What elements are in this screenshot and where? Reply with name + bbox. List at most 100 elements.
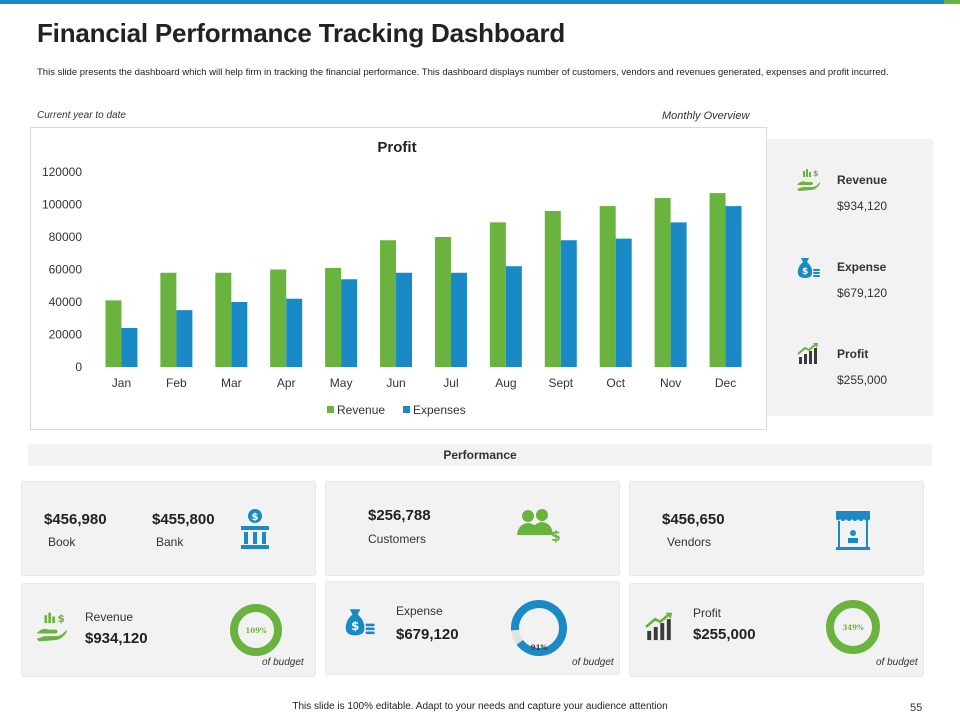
footer-note: This slide is 100% editable. Adapt to yo… [292,701,668,712]
bar-expenses-jul [450,272,467,367]
svg-text:$: $ [252,512,259,523]
summary-revenue-value: $934,120 [837,199,888,213]
x-tick-label: Jan [112,376,131,390]
summary-expense-value: $679,120 [837,286,888,300]
summary-profit-value: $255,000 [837,373,888,387]
gauge-percent-label: 109% [245,626,267,635]
bar-expenses-nov [670,222,687,367]
profit-of-budget: of budget [876,657,918,668]
x-tick-label: Sept [548,376,573,390]
summary-expense-name: Expense [837,260,887,274]
summary-profit-name: Profit [837,347,869,361]
bar-revenue-sept [544,211,561,367]
page-subtitle: This slide presents the dashboard which … [37,67,889,78]
bar-expenses-feb [176,310,193,367]
vendors-card: $456,650 Vendors [629,481,924,576]
profit-budget-card: Profit $255,000 349% of budget [629,583,924,677]
legend-label-expenses: Expenses [413,403,466,417]
customers-icon: $ [517,509,561,543]
profit-budget-label: Profit [693,606,722,620]
bar-revenue-mar [215,272,232,367]
summary-panel: $ Revenue $934,120 $ Expense $679,120 Pr… [767,139,933,416]
bar-revenue-jul [434,237,451,367]
bar-expenses-may [341,279,358,367]
svg-text:$: $ [551,529,561,543]
bar-revenue-aug [489,222,506,367]
revenue-budget-card: $ Revenue $934,120 109% of budget [21,583,316,677]
y-tick-label: 100000 [42,198,82,212]
gauge-percent-label: 91% [531,643,548,652]
revenue-budget-label: Revenue [85,610,134,624]
summary-revenue: $ Revenue $934,120 [767,167,933,227]
bar-expenses-aug [505,266,522,367]
profit-budget-value: $255,000 [693,626,756,643]
customers-card: $256,788 Customers $ [325,481,620,576]
book-label: Book [48,535,76,549]
x-tick-label: Jun [386,376,405,390]
legend-swatch-revenue [327,406,334,413]
y-tick-label: 120000 [42,165,82,179]
profit-chart: Profit 0 20000 40000 60000 80000 100000 120000 J… [30,127,767,430]
bar-expenses-apr [286,298,303,367]
profit-gauge: 349% [826,600,880,654]
gauge-fill [230,604,282,656]
legend-label-revenue: Revenue [337,403,385,417]
profit-chart-svg: Profit 0 20000 40000 60000 80000 100000 120000 J… [42,139,742,417]
bar-expenses-jun [396,272,413,367]
y-tick-label: 80000 [49,230,83,244]
expense-budget-value: $679,120 [396,626,459,643]
top-accent-bar [0,0,944,4]
bank-label: Bank [156,535,184,549]
customers-value: $256,788 [368,507,431,524]
money-bag-icon: $ [797,258,820,278]
summary-revenue-name: Revenue [837,173,888,187]
svg-text:$: $ [802,267,808,277]
bar-expenses-oct [615,238,632,367]
x-tick-label: Feb [166,376,187,390]
bar-revenue-may [325,267,342,367]
bar-expenses-jan [121,328,138,367]
vendors-value: $456,650 [662,511,725,528]
bar-revenue-dec [709,193,726,367]
hand-money-icon: $ [36,612,67,642]
revenue-gauge: 109% [230,604,282,656]
summary-expense: $ Expense $679,120 [767,254,933,314]
revenue-of-budget: of budget [262,657,304,668]
x-tick-label: Jul [443,376,458,390]
money-bag-icon: $ [345,609,375,636]
bar-expenses-sept [560,240,577,367]
x-tick-label: Apr [277,376,296,390]
svg-text:$: $ [58,613,65,625]
expense-of-budget: of budget [572,657,614,668]
bar-revenue-feb [160,272,177,367]
y-tick-label: 0 [75,360,82,374]
vendors-label: Vendors [667,535,712,549]
x-tick-label: Nov [660,376,681,390]
vendor-stall-icon [836,511,870,550]
ytd-label: Current year to date [37,110,126,121]
gauge-fill [826,600,880,654]
legend-swatch-expenses [403,406,410,413]
page-title: Financial Performance Tracking Dashboard [37,18,566,48]
book-bank-card: $456,980 Book $455,800 Bank $ [21,481,316,576]
bar-revenue-nov [654,198,671,367]
x-tick-label: Mar [221,376,242,390]
hand-money-icon: $ [797,169,820,191]
gauge-percent-label: 349% [842,623,864,632]
x-tick-label: Oct [606,376,625,390]
bank-icon: $ [241,509,269,549]
monthly-overview-label: Monthly Overview [662,110,750,122]
bar-revenue-oct [599,206,616,367]
chart-title: Profit [377,139,416,156]
x-tick-label: Dec [715,376,736,390]
expense-budget-card: $ Expense $679,120 91% of budget [325,581,620,675]
growth-chart-icon [797,343,818,364]
bar-expenses-dec [725,206,742,367]
x-tick-label: May [330,376,353,390]
top-accent-bar-green [944,0,960,4]
y-tick-label: 40000 [49,295,83,309]
summary-profit: Profit $255,000 [767,341,933,401]
expense-gauge: 91% [511,600,567,656]
growth-chart-icon [645,612,673,641]
y-tick-label: 60000 [49,263,83,277]
